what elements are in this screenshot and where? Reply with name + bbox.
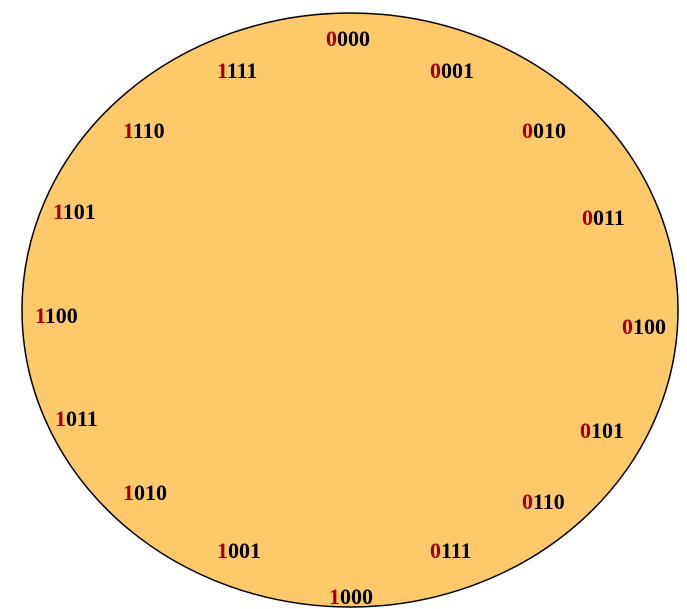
label-1000: 1000	[329, 584, 373, 609]
label-0001: 0001	[430, 58, 474, 83]
label-0110: 0110	[522, 489, 565, 514]
label-1110: 1110	[123, 118, 165, 143]
label-0010: 0010	[522, 118, 566, 143]
label-1001: 1001	[217, 538, 261, 563]
label-1100: 1100	[35, 303, 78, 328]
number-circle	[21, 12, 679, 608]
label-0011: 0011	[582, 205, 625, 230]
label-1101: 1101	[53, 199, 96, 224]
label-0000: 0000	[326, 26, 370, 51]
label-1011: 1011	[55, 406, 98, 431]
label-1010: 1010	[123, 480, 167, 505]
label-1111: 1111	[217, 58, 258, 83]
label-0101: 0101	[580, 418, 624, 443]
label-0111: 0111	[430, 538, 472, 563]
label-0100: 0100	[622, 314, 666, 339]
